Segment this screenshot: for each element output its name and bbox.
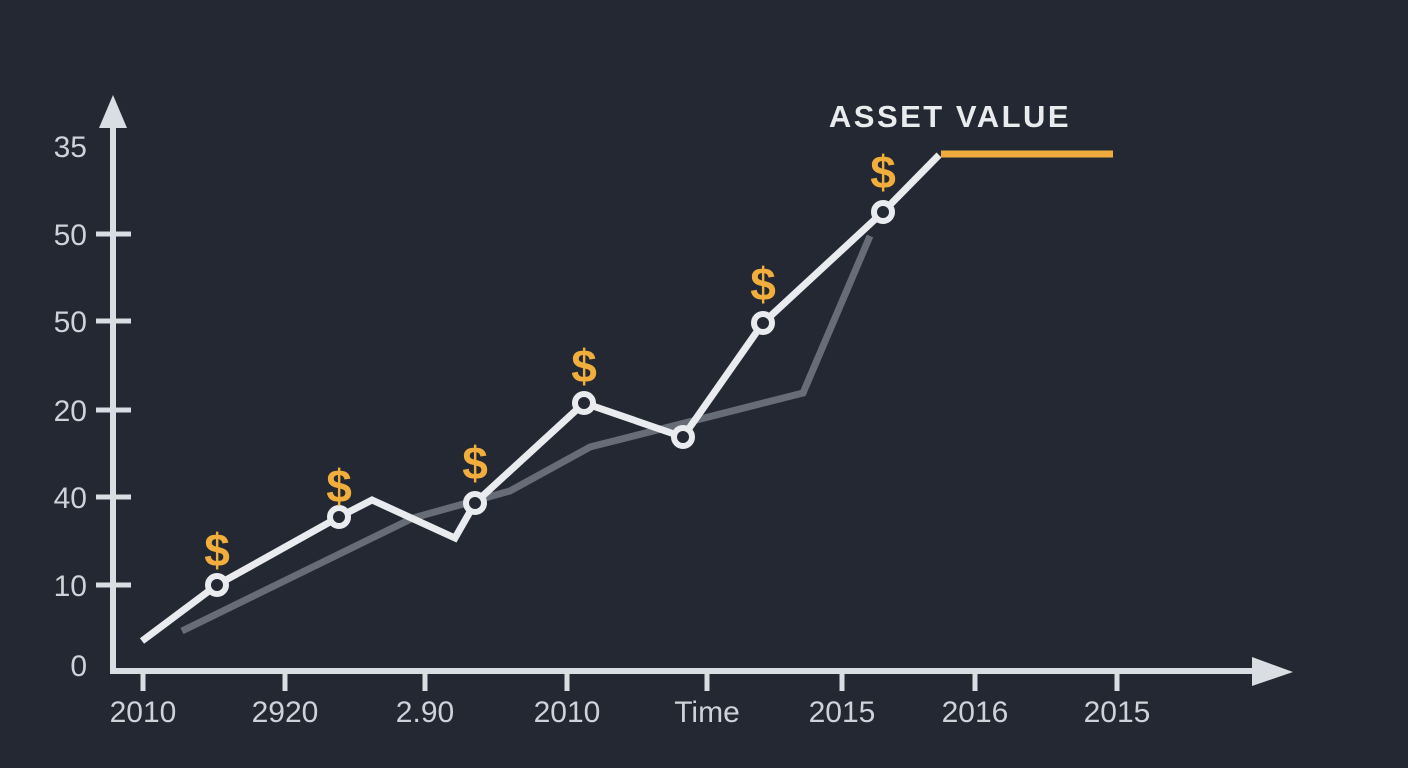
x-axis-tick-label: 2920 bbox=[252, 696, 319, 729]
x-axis-tick-label: Time bbox=[674, 696, 740, 729]
y-axis-tick-label: 50 bbox=[54, 306, 87, 339]
y-axis-arrow-icon bbox=[99, 95, 127, 128]
x-axis-tick-label: 2010 bbox=[110, 696, 177, 729]
dollar-icon: $ bbox=[870, 146, 896, 198]
data-point-marker bbox=[205, 573, 229, 597]
data-point-marker bbox=[671, 425, 695, 449]
data-point-marker bbox=[751, 311, 775, 335]
chart-title: ASSET VALUE bbox=[828, 99, 1072, 134]
y-axis-tick-label: 40 bbox=[54, 482, 87, 515]
dollar-icon: $ bbox=[571, 340, 597, 392]
dollar-icon: $ bbox=[462, 437, 488, 489]
x-axis-tick-label: 2015 bbox=[1084, 696, 1151, 729]
data-point-marker bbox=[327, 505, 351, 529]
y-axis-tick-label: 50 bbox=[54, 219, 87, 252]
data-point-marker bbox=[572, 391, 596, 415]
dollar-icon: $ bbox=[326, 460, 352, 512]
dollar-icon: $ bbox=[750, 258, 776, 310]
data-point-marker bbox=[871, 200, 895, 224]
y-axis-tick-label: 20 bbox=[54, 395, 87, 428]
y-axis-tick-label: 10 bbox=[54, 570, 87, 603]
data-point-marker bbox=[463, 491, 487, 515]
y-axis-tick-label: 35 bbox=[54, 131, 87, 164]
x-axis-arrow-icon bbox=[1252, 657, 1293, 686]
x-axis-tick-label: 2.90 bbox=[396, 696, 454, 729]
x-axis-tick-label: 2016 bbox=[942, 696, 1009, 729]
x-axis-tick-label: 2010 bbox=[534, 696, 601, 729]
dollar-icon: $ bbox=[204, 524, 230, 576]
trend-line-secondary-line bbox=[180, 234, 874, 635]
asset-value-main-line bbox=[139, 152, 942, 644]
x-axis-tick-label: 2015 bbox=[809, 696, 876, 729]
y-axis-tick-label: 0 bbox=[70, 650, 87, 683]
